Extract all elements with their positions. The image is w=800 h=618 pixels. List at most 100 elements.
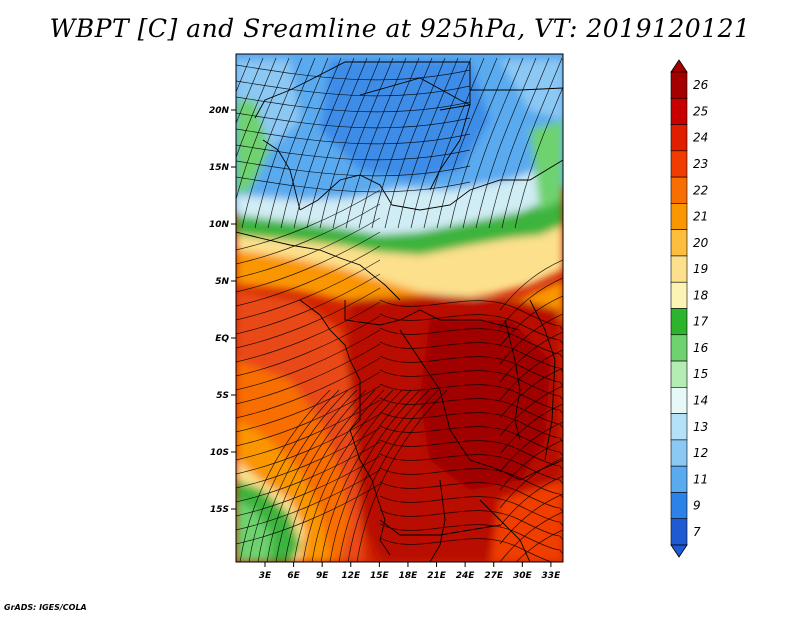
streamline <box>236 64 471 81</box>
streamline <box>239 389 331 562</box>
lon-tick-label: 27E <box>484 571 504 581</box>
colorbar-label: 7 <box>693 525 701 539</box>
streamline <box>293 57 355 229</box>
lon-tick-label: 6E <box>287 571 300 581</box>
colorbar-label: 17 <box>693 315 709 329</box>
map-frame <box>235 53 564 563</box>
colorbar-max-arrow <box>670 59 688 73</box>
streamline <box>236 427 381 489</box>
lon-tick-label: 24E <box>456 571 476 581</box>
grads-credit: GrADS: IGES/COLA <box>4 603 87 612</box>
colorbar-swatch <box>670 413 688 441</box>
streamline <box>499 385 563 437</box>
colorbar-min-arrow <box>670 544 688 558</box>
streamline <box>499 439 563 491</box>
streamline <box>499 331 563 383</box>
streamline <box>236 57 251 93</box>
streamline <box>236 231 381 293</box>
colorbar-label: 15 <box>693 367 708 381</box>
streamline <box>236 399 381 461</box>
streamline <box>499 277 563 329</box>
colorbar-swatch <box>670 71 688 99</box>
colorbar-swatch <box>670 465 688 493</box>
streamline <box>379 313 563 345</box>
streamline <box>236 189 381 251</box>
streamline <box>449 57 511 229</box>
streamline <box>345 57 407 229</box>
streamline <box>236 357 381 419</box>
colorbar-swatch <box>670 124 688 152</box>
streamline <box>236 176 471 193</box>
lon-tick-label: 3E <box>259 571 272 581</box>
streamline <box>347 389 439 562</box>
streamline <box>236 144 471 161</box>
streamline <box>236 96 471 113</box>
colorbar-label: 25 <box>693 104 708 118</box>
lat-tick-label: 15N <box>209 163 230 173</box>
colorbar-swatch <box>670 281 688 309</box>
streamline <box>499 457 563 509</box>
colorbar-label: 20 <box>693 236 709 250</box>
streamline <box>379 509 563 541</box>
streamline <box>254 57 316 229</box>
lon-tick-label: 12E <box>341 571 361 581</box>
streamline <box>499 493 563 545</box>
streamline <box>423 57 485 229</box>
streamline <box>358 57 420 229</box>
colorbar-swatch <box>670 229 688 257</box>
colorbar-swatch <box>670 492 688 520</box>
colorbar-label: 23 <box>693 157 708 171</box>
streamline <box>241 57 303 229</box>
streamline <box>320 389 412 562</box>
streamline <box>311 389 403 562</box>
lat-tick-label: EQ <box>215 334 229 344</box>
streamline <box>332 57 394 229</box>
lon-tick-label: 18E <box>399 571 419 581</box>
streamline <box>371 57 433 229</box>
streamline <box>397 57 459 229</box>
wbpt-field <box>236 54 563 562</box>
colorbar-swatch <box>670 439 688 467</box>
colorbar-label: 14 <box>693 393 708 407</box>
streamline <box>275 389 367 562</box>
streamline <box>499 295 563 347</box>
streamline <box>379 523 563 555</box>
streamline <box>379 439 563 471</box>
streamline <box>356 389 448 562</box>
streamline <box>379 369 563 401</box>
streamline <box>379 495 563 527</box>
lon-tick-label: 21E <box>427 571 447 581</box>
colorbar-swatch <box>670 518 688 546</box>
colorbar-label: 26 <box>693 78 709 92</box>
streamline <box>329 389 421 562</box>
streamline <box>236 441 381 503</box>
streamline <box>236 343 381 405</box>
streamline <box>236 80 471 97</box>
lon-tick-label: 15E <box>370 571 390 581</box>
streamline <box>236 301 381 363</box>
lon-tick-label: 30E <box>513 571 533 581</box>
streamline <box>436 57 498 229</box>
streamline <box>499 313 563 365</box>
colorbar-label: 9 <box>693 499 701 513</box>
streamline <box>248 389 340 562</box>
streamline <box>379 327 563 359</box>
colorbar-swatch <box>670 334 688 362</box>
longitude-axis: 3E 6E 9E 12E 15E 18E 21E 24E 27E 30E 33E <box>259 562 561 581</box>
streamline <box>499 475 563 527</box>
lat-tick-label: 15S <box>210 505 229 515</box>
streamline <box>379 299 563 331</box>
colorbar-swatch <box>670 150 688 178</box>
colorbar-swatch <box>670 97 688 125</box>
lat-tick-label: 5S <box>216 391 229 401</box>
streamline <box>501 57 563 229</box>
streamline <box>236 385 381 447</box>
streamline <box>236 371 381 433</box>
streamline <box>236 329 381 391</box>
streamline <box>338 389 430 562</box>
streamline <box>236 315 381 377</box>
streamline <box>515 529 563 562</box>
lat-tick-label: 10N <box>209 220 230 230</box>
